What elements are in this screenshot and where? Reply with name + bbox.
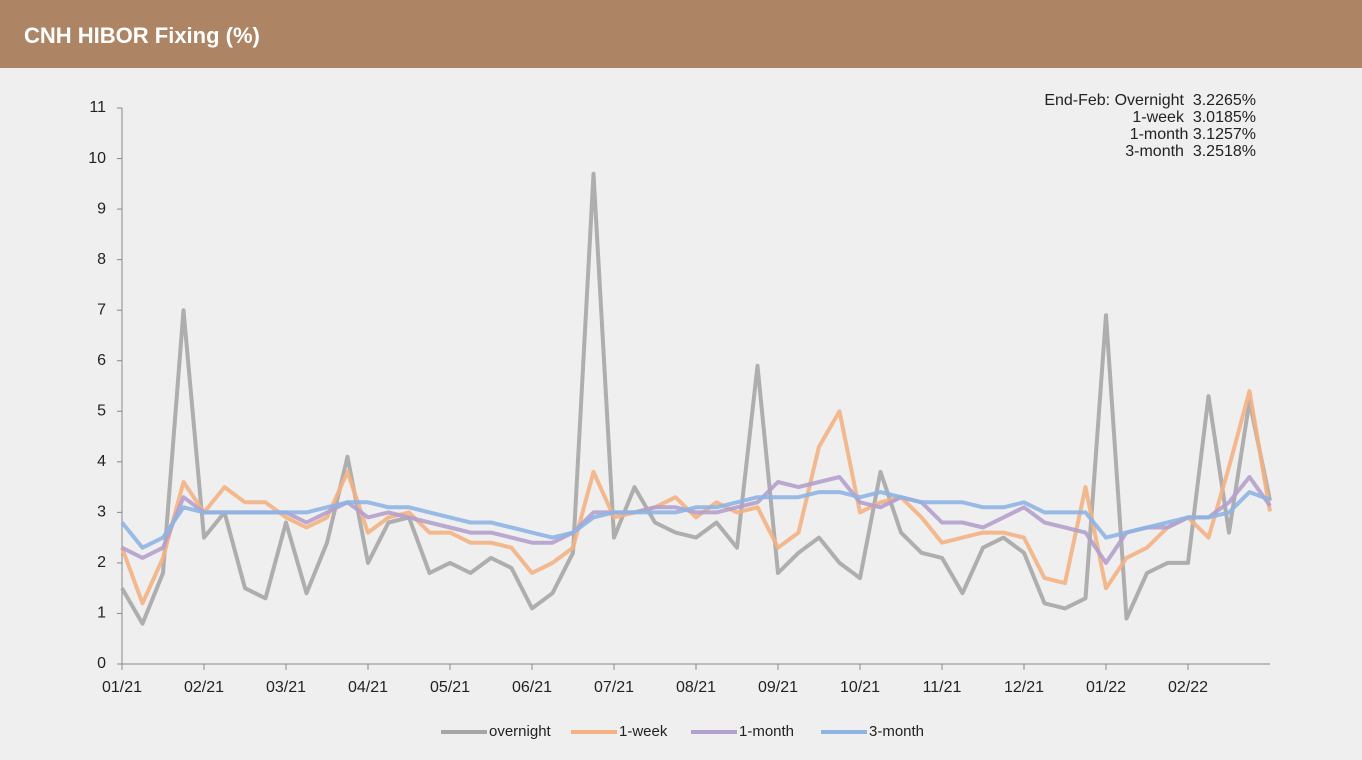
y-tick-label: 10 (88, 150, 106, 167)
y-tick-label: 3 (97, 504, 106, 521)
series-line (121, 475, 1272, 565)
x-tick-label: 03/21 (266, 679, 306, 696)
x-tick-label: 06/21 (512, 679, 552, 696)
y-tick-label: 6 (97, 352, 106, 369)
y-tick-label: 11 (89, 99, 106, 116)
x-tick-label: 12/21 (1004, 679, 1044, 696)
y-tick-label: 7 (97, 301, 106, 318)
y-tick-label: 2 (97, 554, 106, 571)
annotation: 3-month 3.2518% (1125, 143, 1256, 160)
y-tick-label: 1 (97, 605, 106, 622)
y-tick-label: 5 (97, 402, 106, 419)
y-tick-label: 8 (97, 251, 106, 268)
annotation: 1-month 3.1257% (1130, 126, 1256, 143)
legend-label: 3-month (869, 723, 924, 740)
chart: 0 1 2 3 4 5 6 7 8 9 10 11 01/21 02/21 03/21 04/21 05/21 0… (88, 92, 1272, 740)
x-tick-label: 09/21 (758, 679, 798, 696)
series-line (120, 389, 1272, 606)
y-tick-label: 9 (97, 200, 106, 217)
header-title: CNH HIBOR Fixing (%) (0, 0, 1362, 68)
x-tick-label: 07/21 (594, 679, 634, 696)
x-tick-label: 08/21 (676, 679, 716, 696)
x-tick-label: 01/22 (1086, 679, 1126, 696)
series-line (120, 490, 1271, 550)
x-tick-label: 02/22 (1168, 679, 1208, 696)
annotation: End-Feb: Overnight 3.2265% (1044, 92, 1256, 109)
legend-label: overnight (489, 723, 552, 740)
x-tick-label: 04/21 (348, 679, 388, 696)
legend-label: 1-week (619, 723, 668, 740)
x-tick-label: 05/21 (430, 679, 470, 696)
x-tick-label: 02/21 (184, 679, 224, 696)
legend-label: 1-month (739, 723, 794, 740)
y-tick-label: 0 (97, 655, 106, 672)
x-tick-label: 01/21 (102, 679, 142, 696)
x-tick-label: 10/21 (840, 679, 880, 696)
y-tick-label: 4 (97, 453, 106, 470)
series-line (120, 171, 1272, 626)
x-tick-label: 11/21 (923, 679, 962, 696)
annotation: 1-week 3.0185% (1132, 109, 1256, 126)
